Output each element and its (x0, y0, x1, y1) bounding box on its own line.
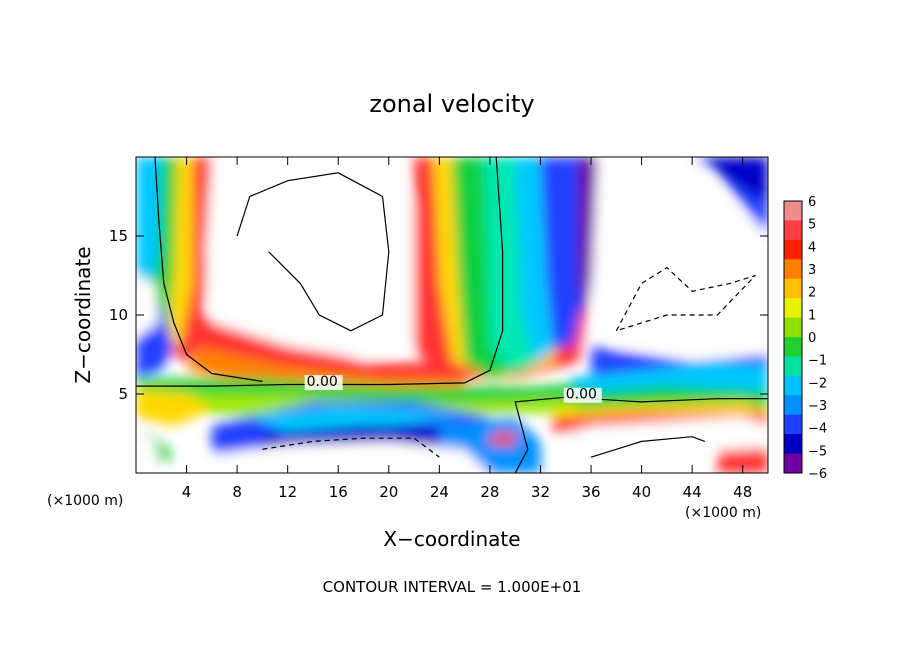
y-tick-label: 5 (118, 385, 128, 403)
colorbar-swatch (784, 259, 802, 280)
colorbar-frame (783, 200, 803, 474)
colorbar-swatch (784, 414, 802, 435)
colorbar-label: −2 (808, 376, 827, 391)
y-tick-label: 15 (109, 227, 128, 245)
colorbar-label: 5 (808, 218, 816, 233)
x-tick-label: 44 (683, 483, 702, 501)
contour-line (514, 396, 768, 473)
x-tick-label: 36 (581, 483, 600, 501)
x-tick-label: 4 (182, 483, 192, 501)
contour-line (136, 157, 504, 387)
colorbar: 6 5 4 3 2 1 0 −1 −2 −3 −4 −5 −6 (783, 195, 827, 482)
colorbar-swatch (784, 317, 802, 338)
contour-label: 0.00 (566, 387, 597, 403)
x-tick-label: 8 (232, 483, 242, 501)
x-tick-label: 40 (632, 483, 651, 501)
x-tick-label: 48 (733, 483, 752, 501)
contour-line (154, 157, 263, 382)
colorbar-swatch (784, 395, 802, 416)
colorbar-label: −5 (808, 444, 827, 459)
x-tick-label: 20 (379, 483, 398, 501)
y-axis-label: Z−coordinate (71, 246, 95, 383)
colorbar-swatch (784, 239, 802, 260)
colorbar-swatch (784, 220, 802, 241)
contour-line (262, 437, 440, 458)
y-tick-label: 10 (109, 306, 128, 324)
colorbar-label: −3 (808, 399, 827, 414)
colorbar-label: −1 (808, 354, 827, 369)
x-tick-label: 12 (278, 483, 297, 501)
x-tick-label: 28 (480, 483, 499, 501)
x-tick-label: 24 (430, 483, 449, 501)
contour-interval-note: CONTOUR INTERVAL = 1.000E+01 (323, 578, 582, 596)
plot-area (136, 157, 768, 473)
colorbar-label: 2 (808, 286, 816, 301)
colorbar-swatch (784, 201, 802, 221)
colorbar-label: 3 (808, 263, 816, 278)
x-tick-label: 32 (531, 483, 550, 501)
colorbar-swatch (784, 298, 802, 319)
contour-line (236, 172, 390, 332)
x-unit-left: (×1000 m) (47, 493, 123, 509)
colorbar-swatch (784, 434, 802, 455)
x-axis-label: X−coordinate (383, 527, 520, 551)
colorbar-swatch (784, 278, 802, 299)
contour-line (615, 266, 756, 332)
colorbar-label: 0 (808, 331, 816, 346)
contour-line (590, 436, 706, 458)
colorbar-swatch (784, 337, 802, 357)
colorbar-label: 4 (808, 240, 816, 255)
x-tick-label: 16 (329, 483, 348, 501)
colorbar-label: 6 (808, 195, 816, 210)
colorbar-swatch (784, 356, 802, 377)
colorbar-swatch (784, 453, 802, 474)
x-unit-right: (×1000 m) (685, 505, 761, 521)
contour-label: 0.00 (307, 374, 338, 390)
colorbar-label: −6 (808, 467, 827, 482)
colorbar-label: 1 (808, 308, 816, 323)
colorbar-label: −4 (808, 422, 827, 437)
colorbar-swatch (784, 375, 802, 396)
chart-title: zonal velocity (369, 90, 534, 118)
